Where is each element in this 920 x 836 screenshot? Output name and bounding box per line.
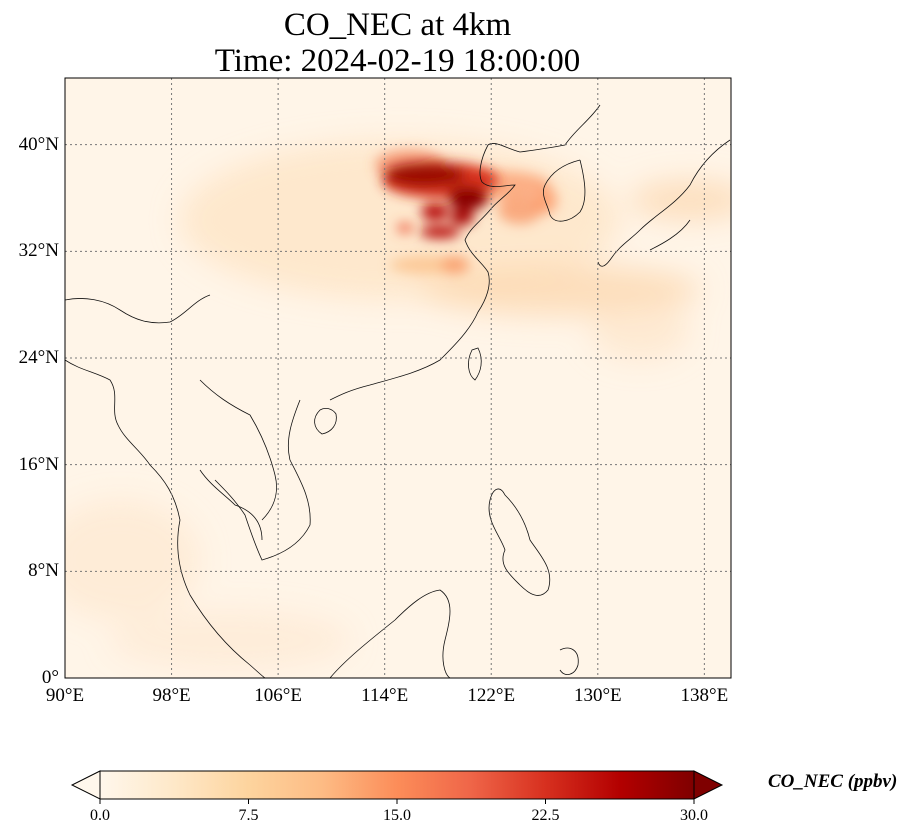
colorbar-tick-label: 7.5 (238, 807, 259, 824)
lat-tick-label: 24°N (18, 347, 59, 368)
colorbar (70, 770, 724, 804)
lat-tick-label: 0° (41, 667, 59, 688)
map-time-subtitle: Time: 2024-02-19 18:00:00 (214, 43, 581, 79)
lat-tick-label: 32°N (18, 240, 59, 262)
lon-tick-label: 90°E (45, 685, 85, 706)
colorbar-gradient (100, 771, 694, 799)
colorbar-extend-max (693, 770, 724, 800)
hotspot-north-china (382, 162, 498, 238)
border-cambodia (199, 469, 263, 541)
map-plot-area (64, 77, 732, 679)
lon-tick-label: 130°E (573, 685, 622, 706)
map-title: CO_NEC at 4km (283, 7, 512, 43)
border-laos (199, 379, 277, 521)
coast-malay-peninsula (177, 519, 266, 678)
coast-hainan (314, 407, 337, 435)
lon-tick-label: 106°E (254, 685, 302, 706)
colorbar-label: CO_NEC (ppbv) (768, 771, 898, 792)
lon-tick-label: 114°E (361, 685, 409, 706)
coast-taiwan (468, 347, 482, 381)
border-tibet (65, 294, 211, 324)
coast-philippines (488, 488, 551, 596)
coast-china (329, 104, 601, 401)
concentration-field (65, 140, 731, 670)
lat-tick-label: 40°N (18, 133, 59, 155)
lon-tick-label: 138°E (680, 685, 729, 706)
coast-japan-south (649, 219, 691, 251)
coast-korea (542, 159, 586, 222)
coast-japan (597, 139, 731, 267)
lon-tick-label: 98°E (152, 685, 191, 706)
coast-borneo (329, 589, 451, 678)
coast-myanmar (65, 359, 181, 521)
gridlines (65, 78, 731, 678)
lon-tick-label: 122°E (467, 685, 516, 706)
colorbar-tick-label: 30.0 (680, 807, 708, 824)
coastlines-borders (65, 104, 731, 678)
colorbar-extend-min (70, 770, 101, 800)
colorbar-tick-label: 15.0 (383, 807, 411, 824)
lat-tick-label: 8°N (28, 560, 59, 582)
map-frame (64, 77, 732, 679)
colorbar-tick-label: 22.5 (531, 807, 560, 824)
colorbar-tick-label: 0.0 (90, 807, 110, 824)
colorbar-ticks (99, 799, 695, 804)
coast-vietnam (214, 399, 311, 561)
lat-tick-label: 16°N (18, 453, 59, 475)
coast-sulawesi (559, 647, 579, 675)
